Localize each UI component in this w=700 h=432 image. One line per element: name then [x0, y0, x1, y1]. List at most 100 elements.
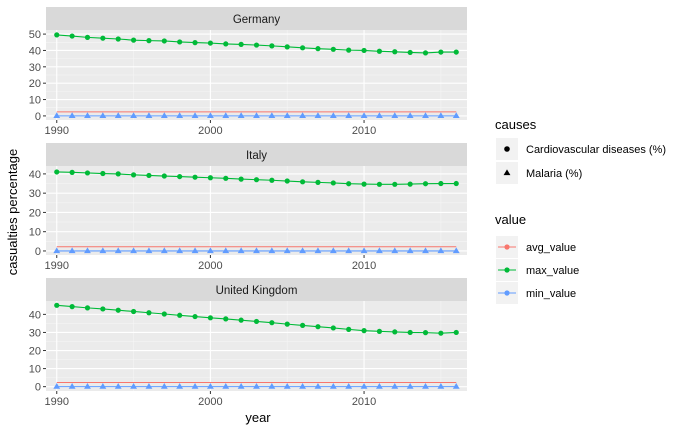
facet-strip — [46, 278, 467, 301]
cardiovascular-point — [330, 325, 336, 331]
malaria-point — [114, 112, 122, 119]
malaria-point — [268, 383, 276, 389]
cardiovascular-point — [69, 169, 75, 175]
malaria-point — [391, 247, 399, 254]
cardiovascular-point — [269, 320, 275, 326]
cardiovascular-point — [238, 176, 244, 182]
cardiovascular-point — [361, 47, 367, 54]
malaria-point — [130, 383, 138, 389]
legend-value-label: max_value — [526, 265, 579, 277]
malaria-point — [84, 112, 91, 119]
cardiovascular-point — [115, 36, 121, 42]
legend-point-swatch — [504, 267, 510, 273]
cardiovascular-point — [422, 330, 429, 336]
cardiovascular-point — [453, 180, 459, 187]
malaria-point — [283, 247, 291, 254]
cardiovascular-point — [146, 310, 152, 316]
cardiovascular-point — [161, 311, 167, 317]
cardiovascular-point — [54, 169, 60, 175]
malaria-point — [53, 247, 61, 254]
y-tick-label: 40 — [29, 45, 41, 57]
malaria-point — [160, 112, 168, 119]
cardiovascular-point — [238, 317, 244, 323]
cardiovascular-point — [207, 40, 214, 46]
x-axis-title: year — [245, 410, 271, 425]
legend-causes-label: Cardiovascular diseases (%) — [526, 144, 666, 156]
cardiovascular-point — [361, 181, 367, 187]
malaria-point — [176, 383, 184, 389]
malaria-point — [160, 383, 168, 389]
y-tick-label: 40 — [29, 309, 41, 321]
cardiovascular-point — [376, 48, 383, 54]
cardiovascular-point — [299, 179, 306, 185]
cardiovascular-point — [207, 315, 214, 321]
cardiovascular-point — [100, 35, 106, 41]
cardiovascular-point — [84, 34, 91, 40]
cardiovascular-point — [376, 181, 383, 187]
cardiovascular-point — [69, 304, 75, 310]
malaria-point — [360, 112, 368, 119]
cardiovascular-point — [438, 180, 444, 187]
y-tick-label: 30 — [29, 62, 41, 74]
malaria-point — [329, 112, 337, 119]
cardiovascular-point — [54, 32, 60, 38]
cardiovascular-point — [146, 38, 152, 44]
malaria-point — [299, 383, 307, 389]
malaria-point — [283, 112, 291, 119]
cardiovascular-point — [330, 180, 336, 186]
cardiovascular-point — [376, 328, 383, 334]
malaria-point — [160, 247, 168, 254]
malaria-point — [314, 112, 322, 119]
malaria-point — [345, 247, 353, 254]
cardiovascular-point — [284, 178, 290, 184]
y-tick-label: 10 — [29, 364, 41, 376]
malaria-point — [268, 112, 276, 119]
x-tick-label: 1990 — [45, 260, 69, 272]
cardiovascular-point — [161, 38, 167, 44]
y-axis-title: casualties percentage — [5, 149, 20, 275]
malaria-point — [130, 247, 138, 254]
malaria-point — [206, 247, 214, 254]
legend-value-label: min_value — [526, 288, 576, 300]
y-tick-label: 10 — [29, 95, 41, 107]
cardiovascular-point — [422, 50, 429, 56]
malaria-point — [222, 247, 230, 254]
malaria-point — [437, 247, 445, 254]
malaria-point — [237, 383, 245, 389]
y-tick-label: 30 — [29, 188, 41, 200]
legend-point-swatch — [504, 244, 510, 250]
y-tick-label: 20 — [29, 207, 41, 219]
malaria-point — [452, 383, 460, 389]
malaria-point — [406, 247, 414, 254]
malaria-point — [299, 247, 307, 254]
malaria-point — [114, 383, 122, 389]
facet-2: United Kingdom 0 10 20 30 40 1990 2000 2010 — [29, 278, 467, 408]
x-tick-label: 2000 — [198, 125, 222, 137]
facet-title: Germany — [233, 14, 281, 26]
malaria-point — [68, 247, 76, 254]
cardiovascular-point — [177, 312, 183, 318]
malaria-point — [345, 112, 353, 119]
y-tick-label: 40 — [29, 169, 41, 181]
malaria-point — [345, 383, 353, 389]
cardiovascular-point — [269, 177, 275, 183]
malaria-point — [329, 383, 337, 389]
y-tick-label: 0 — [35, 111, 41, 123]
malaria-point — [437, 112, 445, 119]
malaria-point — [283, 383, 291, 389]
cardiovascular-point — [192, 313, 198, 320]
cardiovascular-point — [453, 329, 459, 336]
cardiovascular-point — [130, 37, 137, 43]
cardiovascular-point — [315, 46, 321, 52]
malaria-point — [406, 112, 414, 119]
malaria-point — [253, 247, 260, 254]
cardiovascular-point — [84, 305, 91, 311]
cardiovascular-point — [438, 49, 444, 55]
x-tick-label: 1990 — [45, 396, 69, 408]
malaria-point — [222, 112, 230, 119]
cardiovascular-point — [253, 42, 260, 48]
cardiovascular-point — [407, 181, 413, 187]
x-tick-label: 2000 — [198, 396, 222, 408]
cardiovascular-point — [223, 41, 229, 47]
cardiovascular-point — [315, 179, 321, 185]
